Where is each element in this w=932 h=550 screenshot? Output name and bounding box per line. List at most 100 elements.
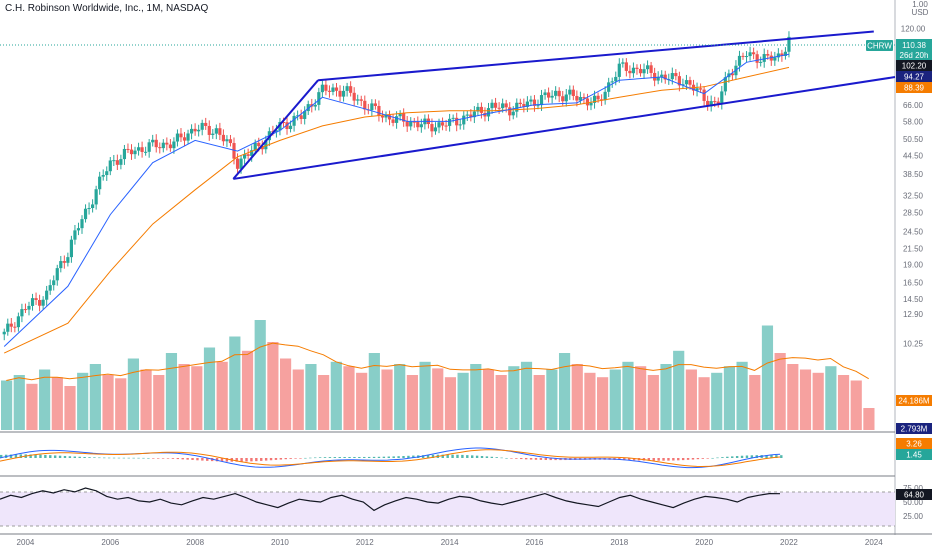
volume-tag-value: 24.186M — [898, 397, 929, 406]
candle-body — [674, 73, 678, 77]
time-axis-tick-label: 2004 — [17, 538, 35, 547]
macd-bar — [456, 454, 459, 458]
candle-body — [469, 114, 473, 118]
macd-bar — [461, 454, 464, 458]
macd-bar — [510, 458, 513, 459]
macd-bar — [765, 455, 768, 458]
macd-bar — [726, 456, 729, 458]
price-axis-tick-label: 10.25 — [903, 339, 924, 348]
macd-bar — [328, 457, 332, 458]
macd-bar — [387, 456, 390, 458]
macd-bar — [166, 458, 170, 459]
macd-bar — [441, 454, 444, 458]
volume-bar — [356, 372, 368, 430]
macd-bar — [338, 457, 341, 458]
candle-body — [419, 124, 423, 128]
volume-bar — [89, 364, 101, 430]
macd-bar — [299, 458, 302, 459]
trendlines[interactable] — [232, 30, 896, 180]
candle-body — [592, 95, 597, 103]
candle-body — [677, 76, 681, 86]
macd-bar — [421, 455, 425, 458]
candle-body — [493, 102, 498, 108]
candle-body — [211, 133, 215, 135]
candle-body — [589, 102, 593, 106]
candle-body — [645, 65, 650, 70]
candle-body — [296, 115, 300, 117]
candle-body — [133, 150, 137, 155]
candle-body — [105, 171, 109, 176]
candle-body — [73, 230, 77, 240]
candle-body — [748, 52, 752, 57]
candle-body — [264, 140, 268, 150]
volume-bar — [711, 372, 723, 430]
candle-body — [557, 90, 561, 97]
volume-bar — [774, 353, 786, 430]
macd-bar — [225, 458, 229, 462]
candle-body — [175, 133, 180, 142]
candle-body — [52, 280, 56, 286]
candle-body — [607, 82, 611, 92]
volume-bars — [1, 320, 875, 430]
macd-bar — [716, 457, 719, 459]
macd-bar — [161, 458, 165, 459]
macd-bar — [363, 456, 366, 458]
volume-bar — [153, 375, 165, 430]
macd-bar — [78, 456, 81, 458]
candle-body — [501, 103, 505, 109]
price-axis-tick-label: 28.50 — [903, 208, 924, 217]
macd-bar — [250, 458, 253, 462]
price-axis-tick-label: 24.50 — [903, 228, 924, 237]
candle-body — [306, 104, 310, 112]
ticker-tag[interactable]: CHRW — [866, 40, 893, 51]
ma-mid-tag: 94.27 — [896, 71, 932, 82]
volume-bar — [64, 386, 76, 430]
volume-bar — [698, 377, 710, 430]
candle-body — [497, 107, 501, 109]
macd-bar — [122, 457, 126, 459]
candle-body — [2, 331, 6, 335]
candle-body — [235, 158, 240, 169]
candle-body — [582, 97, 586, 99]
rsi-axis-tick-label: 50.00 — [903, 498, 924, 507]
candle-body — [780, 53, 784, 56]
macd-bar — [196, 458, 199, 461]
macd-bar — [117, 457, 121, 459]
volume-bar — [584, 372, 596, 430]
candle-body — [444, 125, 448, 127]
price-axis-tick-label: 16.50 — [903, 278, 924, 287]
macd-tag-1-value: 2.793M — [901, 425, 928, 434]
macd-bar — [181, 458, 184, 460]
time-axis-tick-label: 2016 — [526, 538, 544, 547]
volume-bar — [622, 361, 634, 430]
macd-bar — [191, 458, 194, 460]
macd-bar — [446, 454, 449, 458]
time-axis-tick-label: 2014 — [441, 538, 459, 547]
candle-body — [387, 115, 392, 120]
candle-body — [165, 142, 169, 145]
macd-bar — [107, 457, 111, 459]
candle-body — [94, 189, 98, 205]
volume-bar — [51, 377, 63, 430]
candle-body — [257, 142, 261, 147]
candle-body — [274, 130, 279, 132]
macd-bar — [554, 458, 557, 461]
macd-tag-3-value: 1.45 — [906, 451, 922, 460]
candle-body — [511, 111, 515, 116]
candle-body — [243, 154, 247, 159]
macd-line — [0, 447, 781, 469]
candle-body — [698, 88, 703, 90]
ma-fast-tag-value: 102.20 — [902, 62, 927, 71]
candle-body — [709, 101, 713, 107]
candle-body — [168, 144, 172, 149]
time-axis-tick-label: 2020 — [695, 538, 713, 547]
candle-body — [430, 124, 434, 132]
volume-bar — [571, 364, 583, 430]
candle-body — [755, 54, 759, 63]
macd-bar — [632, 458, 636, 461]
macd-tag-3: 1.45 — [896, 449, 932, 460]
rsi-axis-tick-label: 25.00 — [903, 512, 924, 521]
candle-body — [529, 99, 533, 102]
candle-body — [288, 125, 293, 130]
